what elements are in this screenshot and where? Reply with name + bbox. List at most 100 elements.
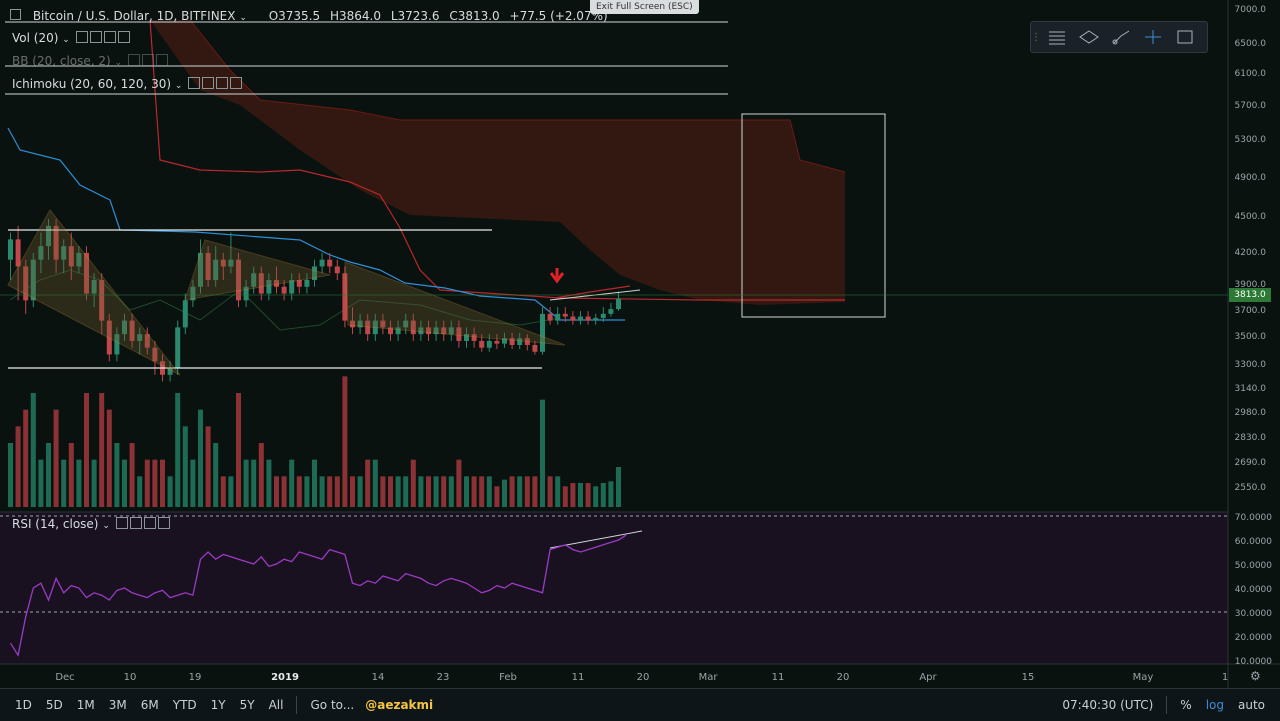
shape-icon[interactable] — [1073, 23, 1105, 51]
candle-body — [8, 239, 13, 260]
settings-icon[interactable] — [141, 54, 154, 66]
settings-icon[interactable] — [129, 517, 142, 529]
candle-body — [53, 225, 59, 260]
range-button-all[interactable]: All — [268, 698, 284, 712]
grip-icon[interactable]: ⋮ — [1031, 31, 1041, 43]
goto-button[interactable]: Go to... — [310, 698, 355, 712]
range-button-5d[interactable]: 5D — [45, 698, 63, 712]
volume-bar — [502, 479, 507, 507]
volume-bar — [486, 476, 492, 507]
volume-bar — [547, 476, 553, 507]
triangle-pattern — [184, 239, 331, 301]
candle-body — [228, 259, 234, 267]
candle-body — [433, 327, 439, 335]
volume-bar — [61, 459, 67, 507]
range-button-1d[interactable]: 1D — [15, 698, 32, 712]
symbol-title[interactable]: Bitcoin / U.S. Dollar, 1D, BITFINEX — [32, 9, 236, 23]
triangle-pattern — [344, 261, 566, 346]
bb-label[interactable]: BB (20, close, 2) — [12, 54, 111, 68]
candle-body — [182, 300, 188, 328]
volume-bar — [137, 476, 143, 507]
eye-icon[interactable] — [75, 31, 88, 43]
range-button-6m[interactable]: 6M — [140, 698, 159, 712]
vol-label[interactable]: Vol (20) — [12, 31, 59, 45]
volume-bar — [585, 483, 591, 507]
range-button-3m[interactable]: 3M — [108, 698, 127, 712]
crosshair-icon[interactable] — [1137, 23, 1169, 51]
volume-bar — [23, 409, 29, 507]
rsi-tick-label: 60.0000 — [1235, 537, 1272, 547]
dropdown-caret-icon[interactable]: ⌄ — [114, 58, 123, 68]
dropdown-caret-icon[interactable]: ⌄ — [102, 521, 110, 531]
more-icon[interactable] — [143, 517, 156, 529]
ichimoku-legend: Ichimoku (20, 60, 120, 30) ⌄ — [12, 77, 243, 91]
collapse-icon[interactable] — [10, 9, 21, 20]
volume-bar — [8, 443, 13, 507]
candle-body — [236, 259, 241, 301]
volume-bar — [426, 476, 431, 507]
candle-body — [562, 313, 568, 317]
settings-icon[interactable] — [202, 77, 215, 89]
square-icon[interactable] — [1169, 23, 1201, 51]
rsi-tick-label: 70.0000 — [1235, 513, 1272, 523]
more-icon[interactable] — [216, 77, 229, 89]
time-tick-label: 23 — [437, 672, 450, 683]
log-toggle[interactable]: log — [1205, 698, 1224, 712]
range-button-5y[interactable]: 5Y — [239, 698, 255, 712]
ohlc-close: C3813.0 — [449, 9, 500, 23]
range-button-ytd[interactable]: YTD — [172, 698, 197, 712]
drawings — [0, 21, 1228, 613]
dropdown-caret-icon[interactable]: ⌄ — [174, 81, 183, 91]
ichimoku-label[interactable]: Ichimoku (20, 60, 120, 30) — [12, 77, 172, 91]
tenkan-line — [7, 127, 625, 321]
dropdown-caret-icon[interactable]: ⌄ — [239, 13, 247, 23]
candle-body — [281, 286, 287, 294]
ohlc-high: H3864.0 — [329, 9, 381, 23]
rsi-label[interactable]: RSI (14, close) — [12, 517, 99, 531]
volume-bar — [517, 476, 523, 507]
close-icon[interactable] — [230, 77, 243, 89]
chart-canvas[interactable]: 7000.0 6500.0 6100.0 5700.0 5300.0 4900.0 4500… — [0, 0, 1280, 688]
auto-toggle[interactable]: auto — [1237, 698, 1265, 712]
drawing-toolbar: ⋮ — [1030, 21, 1208, 53]
percent-toggle[interactable]: % — [1180, 698, 1192, 712]
range-button-1m[interactable]: 1M — [76, 698, 95, 712]
eye-icon[interactable] — [188, 77, 201, 89]
close-icon[interactable] — [157, 517, 170, 529]
price-axis[interactable]: 7000.0 6500.0 6100.0 5700.0 5300.0 4900.0 4500… — [1235, 5, 1273, 683]
brush-icon[interactable] — [1105, 23, 1137, 51]
time-axis[interactable]: Dec 10 19 2019 14 23 Feb 11 20 Mar 11 20 Apr 15 May 1 — [55, 672, 1228, 683]
price-tick-label: 3500.0 — [1235, 332, 1267, 342]
more-icon[interactable] — [103, 31, 116, 43]
volume-bar — [68, 443, 74, 507]
triangle-pattern — [7, 209, 181, 376]
volume-bar — [380, 476, 386, 507]
time-tick-label: Dec — [55, 672, 74, 683]
volume-bar — [441, 476, 447, 507]
volume-bar — [38, 459, 44, 507]
dropdown-caret-icon[interactable]: ⌄ — [62, 35, 70, 45]
close-icon[interactable] — [117, 31, 130, 43]
candle-body — [395, 327, 401, 335]
range-button-1y[interactable]: 1Y — [210, 698, 226, 712]
price-tick-label: 6500.0 — [1235, 39, 1267, 49]
volume-bar — [182, 426, 188, 507]
volume-bar — [236, 393, 241, 507]
volume-bar — [304, 476, 310, 507]
eye-icon[interactable] — [115, 517, 128, 529]
volume-bar — [175, 393, 181, 507]
candle-body — [144, 334, 150, 348]
close-icon[interactable] — [155, 54, 168, 66]
candle-body — [600, 313, 606, 318]
candle-body — [502, 338, 507, 344]
exit-fullscreen-button[interactable]: Exit Full Screen (ESC) — [590, 0, 699, 14]
eye-icon[interactable] — [127, 54, 140, 66]
candle-body — [616, 298, 621, 310]
candle-body — [464, 334, 469, 341]
lines-icon[interactable] — [1041, 23, 1073, 51]
settings-icon[interactable] — [89, 31, 102, 43]
watermark: @aezakmi — [365, 698, 434, 712]
time-tick-label: 20 — [837, 672, 850, 683]
volume-bar — [114, 443, 120, 507]
ichimoku-cloud — [149, 19, 846, 305]
